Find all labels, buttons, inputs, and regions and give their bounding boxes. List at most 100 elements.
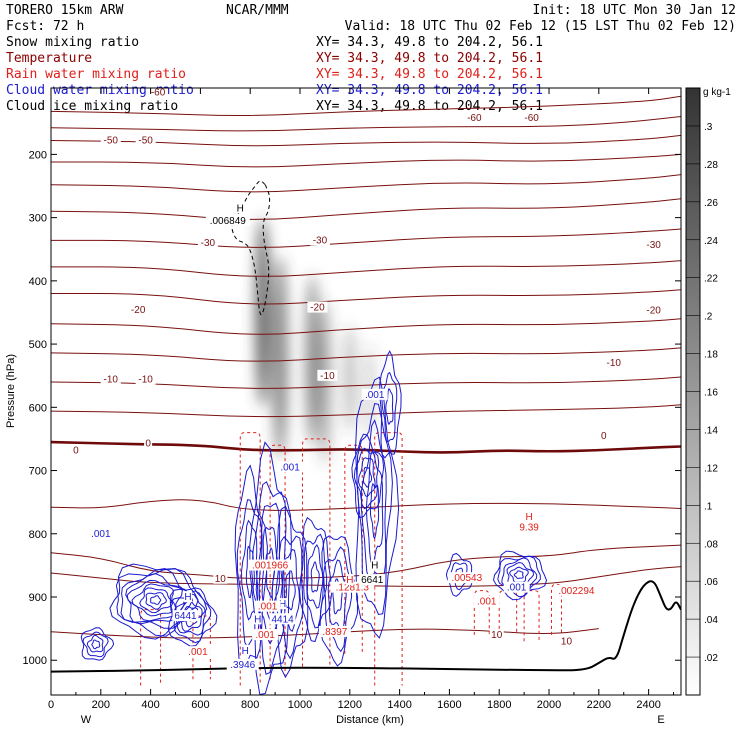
colorbar-label-13: .26 <box>704 198 718 209</box>
isotherm-3 <box>51 153 681 168</box>
cloud-water-ring-10-0 <box>351 433 385 519</box>
rain-column-8 <box>498 590 518 635</box>
cloud-water-ring-0-6 <box>139 587 174 614</box>
temp-label-8: -20 <box>131 305 146 316</box>
cloud-water-label-6-bg <box>253 613 262 625</box>
isotherm-1 <box>51 116 681 132</box>
temp-label-5: -30 <box>201 238 216 249</box>
cloud-water-ring-9-0 <box>379 350 402 459</box>
field-xy-cloud-ice: XY= 34.3, 49.8 to 204.2, 56.1 <box>316 99 543 114</box>
cloud-water-label-1: .001 <box>365 390 385 401</box>
rain-label-9-bg <box>554 584 599 596</box>
colorbar-label-11: .22 <box>704 274 718 285</box>
temp-label-0-bg <box>148 88 169 98</box>
temp-label-18-bg <box>213 572 228 584</box>
snow-column-1 <box>272 255 288 458</box>
cloud-water-ring-12-5 <box>513 570 524 580</box>
x-tick-label-0: 0 <box>48 699 54 711</box>
snow-column-3 <box>318 299 332 465</box>
isotherm-8 <box>51 289 681 305</box>
y-tick-label-7: 900 <box>29 592 47 604</box>
cloud-water-label-0-bg <box>87 527 114 539</box>
rain-label-6: 9.39 <box>519 523 539 534</box>
field-label-cloud-ice: Cloud ice mixing ratio <box>6 99 178 114</box>
rain-label-7-bg <box>473 595 500 607</box>
x-tick-label-1: 200 <box>92 699 110 711</box>
temp-label-12: -10 <box>138 375 153 386</box>
cloud-water-ring-0-8 <box>150 595 162 605</box>
x-axis: 0 200 400 600 800 1000 1200 1400 1600 1800 2000 220… <box>48 88 675 711</box>
temp-label-13-bg <box>317 369 338 381</box>
cloud-water-label-6: H <box>254 614 261 625</box>
cloud-water-ring-7-1 <box>323 546 353 653</box>
temp-label-3-bg <box>100 134 121 146</box>
cloud-water-ring-5-3 <box>285 569 296 611</box>
rain-label-2-bg <box>252 629 279 641</box>
temp-label-20-bg <box>559 635 574 647</box>
colorbar-label-4: .08 <box>704 539 718 550</box>
colorbar-label-10: .2 <box>704 312 713 323</box>
forecast-hour: Fcst: 72 h <box>6 19 84 34</box>
high-label-3: 6641 <box>361 575 384 586</box>
rain-label-5-bg <box>330 581 375 593</box>
cloud-water-ring-10-3 <box>363 466 373 488</box>
cloud-water-ring-10-1 <box>353 447 380 510</box>
rain-label-1-bg <box>254 600 281 612</box>
cloud-water-label-4-bg <box>183 591 192 603</box>
colorbar-label-8: .16 <box>704 388 718 399</box>
rain-column-7 <box>473 590 490 635</box>
field-label-temperature: Temperature <box>6 51 92 66</box>
temp-label-7: -30 <box>646 240 661 251</box>
temp-label-18: 10 <box>215 574 227 585</box>
colorbar-label-5: .1 <box>704 501 713 512</box>
temp-label-9: -20 <box>310 303 325 314</box>
x-tick-label-8: 1600 <box>437 699 461 711</box>
temp-label-6: -30 <box>313 236 328 247</box>
isotherm-4 <box>51 174 681 193</box>
temp-label-16-bg <box>144 437 153 449</box>
temp-label-14-bg <box>603 357 624 369</box>
temp-label-10: -20 <box>646 306 661 317</box>
temperature-contours <box>51 95 681 639</box>
init-time: Init: 18 UTC Mon 30 Jan 12 <box>533 3 737 18</box>
cloud-water-label-2: .001 <box>280 463 300 474</box>
high-label-5-bg <box>345 574 354 586</box>
x-axis-label: Distance (km) <box>336 714 404 726</box>
cloud-water-ring-6-0 <box>299 516 333 643</box>
high-label-4-bg <box>525 510 534 522</box>
rain-label-4: .8397 <box>322 627 347 638</box>
cloud-water-ring-2-0 <box>80 627 115 661</box>
cloud-water-label-3: .001 <box>507 583 527 594</box>
cloud-water-label-10-bg <box>269 613 296 625</box>
cloud-water-ring-9-1 <box>381 371 398 443</box>
temp-label-11-bg <box>100 373 121 385</box>
terrain-path <box>51 580 681 673</box>
cloud-water-label-8-bg <box>226 658 259 670</box>
cloud-water-ring-5-0 <box>271 505 309 679</box>
cloud-water-ring-0-5 <box>131 583 177 617</box>
colorbar-label-7: .14 <box>704 425 718 436</box>
high-label-2: H <box>371 561 378 572</box>
temp-label-1: -60 <box>467 113 482 124</box>
rain-label-0-bg <box>248 559 293 571</box>
cloud-water-ring-10-2 <box>357 457 376 498</box>
rain-label-3: .001 <box>188 647 208 658</box>
high-label-1-bg <box>205 214 250 226</box>
cloud-water-ring-11-0 <box>445 552 473 597</box>
temp-label-8-bg <box>128 304 149 316</box>
cloud-water-ring-2-2 <box>86 634 104 653</box>
rain-column-9 <box>523 590 540 642</box>
temp-label-3: -50 <box>104 136 119 147</box>
y-tick-label-6: 800 <box>29 529 47 541</box>
temp-label-1-bg <box>464 111 485 123</box>
cloud-water-ring-12-4 <box>509 566 529 583</box>
temp-label-19: 10 <box>491 630 503 641</box>
west-label: W <box>81 714 92 726</box>
isotherm-13 <box>51 499 681 511</box>
temp-label-10-bg <box>643 304 664 316</box>
cloud-water-label-7: H <box>242 646 249 657</box>
field-xy-cloud-water: XY= 34.3, 49.8 to 204.2, 56.1 <box>316 83 543 98</box>
x-tick-label-10: 2000 <box>537 699 561 711</box>
rain-label-1: .001 <box>258 602 278 613</box>
